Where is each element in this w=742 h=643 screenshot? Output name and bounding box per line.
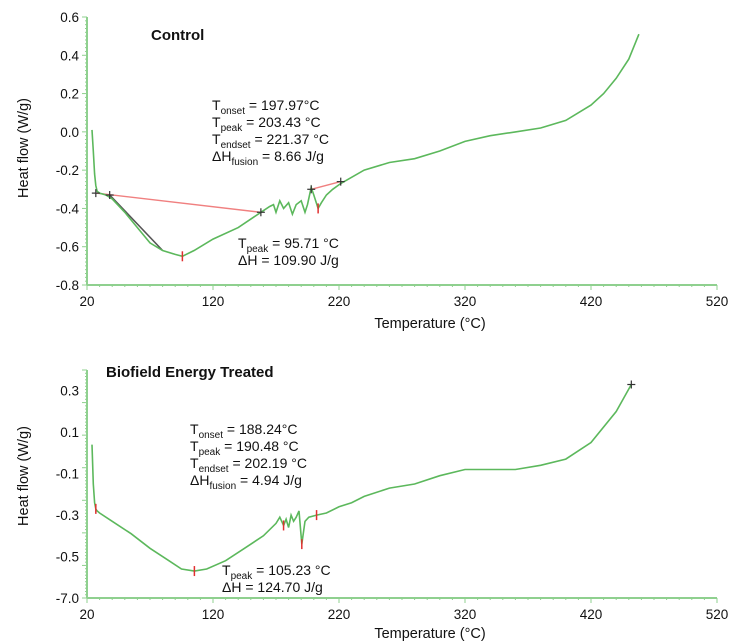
annotation-line: Tonset = 188.24°C xyxy=(190,421,298,441)
x-tick-label: 320 xyxy=(454,294,477,309)
y-tick-label: -0.2 xyxy=(56,163,79,178)
tangent-line xyxy=(109,194,164,252)
subscript: fusion xyxy=(209,481,236,492)
symbol: ΔH xyxy=(222,579,241,595)
annotation-line: ΔHfusion = 4.94 J/g xyxy=(190,472,302,492)
subscript: peak xyxy=(221,123,244,134)
symbol: T xyxy=(190,438,199,454)
subscript: onset xyxy=(199,430,224,441)
subscript: onset xyxy=(221,106,246,117)
annotation-line: ΔHfusion = 8.66 J/g xyxy=(212,148,324,168)
annotation-line: ΔH = 109.90 J/g xyxy=(238,252,339,268)
tick-layer: -7.0 -0.5 -0.3 -0.1 0.1 0.3 20 120 220 320 420 520 xyxy=(56,369,729,622)
symbol: ΔH xyxy=(212,148,231,164)
subscript: peak xyxy=(231,571,254,582)
value: = 109.90 J/g xyxy=(257,252,338,268)
annotation-line: ΔH = 124.70 J/g xyxy=(222,579,323,595)
y-tick-label: -0.6 xyxy=(56,240,79,255)
value: = 197.97°C xyxy=(245,97,319,113)
y-tick-label: -0.8 xyxy=(56,278,79,293)
annotation-line: Tpeak = 203.43 °C xyxy=(212,114,321,134)
symbol: ΔH xyxy=(190,472,209,488)
baseline-line xyxy=(311,180,341,190)
symbol: T xyxy=(190,421,199,437)
symbol: T xyxy=(212,131,221,147)
symbol: T xyxy=(212,114,221,130)
endpoint-marker xyxy=(336,177,345,186)
endpoint-marker xyxy=(105,191,114,200)
symbol: T xyxy=(212,97,221,113)
treated-panel: Biofield Energy Treated Heat flow (W/g) … xyxy=(16,364,728,642)
y-tick-label: 0.0 xyxy=(60,125,79,140)
value: = 4.94 J/g xyxy=(236,472,302,488)
annotation-line: Tpeak = 190.48 °C xyxy=(190,438,299,458)
x-tick-label: 520 xyxy=(706,294,729,309)
plot-layer xyxy=(91,33,640,262)
y-tick-label: 0.6 xyxy=(60,10,79,25)
value: = 190.48 °C xyxy=(220,438,298,454)
x-tick-label: 420 xyxy=(580,294,603,309)
plot-layer xyxy=(91,380,636,577)
value: = 202.19 °C xyxy=(229,455,307,471)
endpoint-marker xyxy=(91,189,100,198)
x-tick-label: 320 xyxy=(454,607,477,622)
x-axis-label: Temperature (°C) xyxy=(374,626,485,642)
annotation-line: Tendset = 202.19 °C xyxy=(190,455,307,475)
baseline-line xyxy=(95,192,261,213)
x-tick-label: 420 xyxy=(580,607,603,622)
y-tick-label: -0.3 xyxy=(56,508,79,523)
symbol: T xyxy=(190,455,199,471)
x-tick-label: 120 xyxy=(202,294,225,309)
annotation-line: Tendset = 221.37 °C xyxy=(212,131,329,151)
symbol: T xyxy=(238,235,247,251)
subscript: peak xyxy=(199,447,222,458)
symbol: ΔH xyxy=(238,252,257,268)
subscript: endset xyxy=(199,464,229,475)
y-tick-label: 0.4 xyxy=(60,48,79,63)
heat-flow-curve xyxy=(91,33,640,258)
symbol: T xyxy=(222,562,231,578)
endpoint-marker xyxy=(627,380,636,389)
endpoint-marker xyxy=(256,208,265,217)
tick-layer: -0.8 -0.6 -0.4 -0.2 0.0 0.2 0.4 0.6 20 120 220 320 4… xyxy=(56,10,729,309)
endpoint-marker xyxy=(307,185,316,194)
panel-title: Biofield Energy Treated xyxy=(106,364,274,381)
y-tick-label: -0.1 xyxy=(56,467,79,482)
annotation-line: Tpeak = 105.23 °C xyxy=(222,562,331,582)
panel-title: Control xyxy=(151,27,204,44)
x-axis-label: Temperature (°C) xyxy=(374,316,485,332)
heat-flow-curve xyxy=(91,384,632,572)
annotation-line: Tonset = 197.97°C xyxy=(212,97,320,117)
value: = 203.43 °C xyxy=(242,114,320,130)
y-tick-label: 0.1 xyxy=(60,425,79,440)
value: = 221.37 °C xyxy=(251,131,329,147)
x-tick-label: 20 xyxy=(79,294,94,309)
value: = 188.24°C xyxy=(223,421,297,437)
value: = 124.70 J/g xyxy=(241,579,322,595)
subscript: peak xyxy=(247,244,270,255)
subscript: endset xyxy=(221,140,251,151)
x-tick-label: 220 xyxy=(328,294,351,309)
value: = 95.71 °C xyxy=(268,235,339,251)
annotation-line: Tpeak = 95.71 °C xyxy=(238,235,339,255)
y-axis-label: Heat flow (W/g) xyxy=(16,98,32,198)
x-tick-label: 220 xyxy=(328,607,351,622)
value: = 105.23 °C xyxy=(252,562,330,578)
subscript: fusion xyxy=(231,157,258,168)
y-tick-label: -7.0 xyxy=(56,591,79,606)
y-tick-label: 0.3 xyxy=(60,384,79,399)
y-tick-label: -0.4 xyxy=(56,201,80,216)
value: = 8.66 J/g xyxy=(258,148,324,164)
y-tick-label: -0.5 xyxy=(56,550,79,565)
control-panel: Control Heat flow (W/g) Temperature (°C)… xyxy=(16,10,728,332)
y-tick-label: 0.2 xyxy=(60,87,79,102)
x-tick-label: 20 xyxy=(79,607,94,622)
y-axis-label: Heat flow (W/g) xyxy=(16,426,32,526)
x-tick-label: 520 xyxy=(706,607,729,622)
x-tick-label: 120 xyxy=(202,607,225,622)
